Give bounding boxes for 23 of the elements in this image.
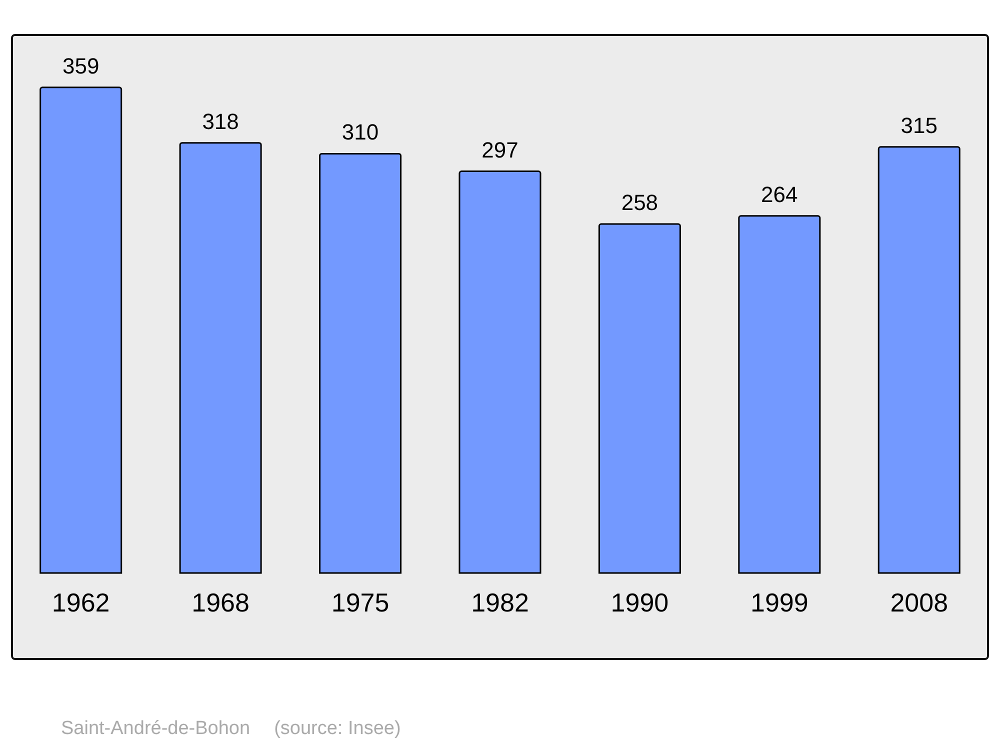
x-tick-label: 2008 (890, 587, 948, 618)
x-tick-label: 1982 (471, 587, 529, 618)
text: Saint-André-de-Bohon (61, 718, 250, 739)
bar (40, 86, 122, 574)
x-tick-label: 1999 (750, 587, 808, 618)
x-tick-label: 1975 (331, 587, 390, 618)
x-tick-label: 1990 (610, 587, 669, 618)
data-label: 264 (761, 182, 798, 207)
text: (source: Insee) (274, 718, 401, 739)
bar (598, 223, 681, 574)
bar (458, 170, 542, 574)
x-tick-label: 1968 (192, 587, 250, 618)
x-tick-label: 1962 (52, 587, 110, 618)
data-label: 315 (900, 112, 938, 138)
bar (319, 152, 402, 574)
data-label: 310 (342, 120, 379, 145)
data-label: 318 (202, 108, 239, 134)
bar (738, 215, 821, 574)
bar (179, 142, 262, 574)
bar (878, 146, 960, 574)
data-label: 297 (482, 137, 518, 162)
data-label: 359 (62, 53, 100, 78)
data-label: 258 (621, 190, 658, 216)
